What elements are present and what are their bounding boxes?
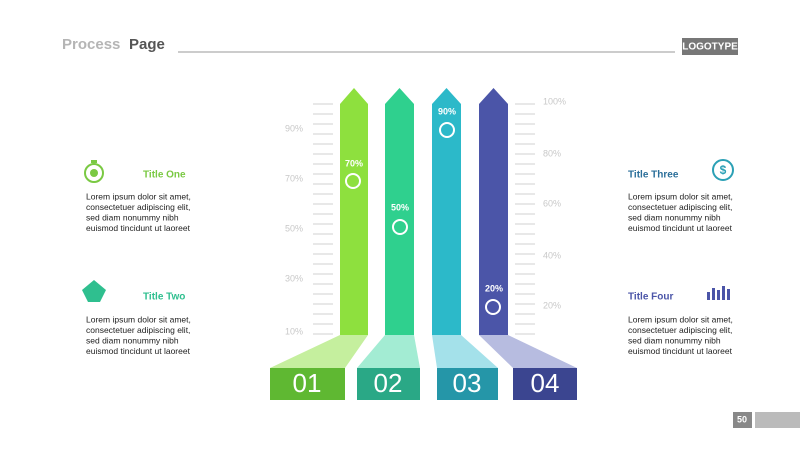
number-box: [357, 368, 420, 400]
header-title-light: Process: [62, 36, 120, 53]
block-text: Lorem ipsum dolor sit amet,: [628, 191, 733, 201]
number-box: [270, 368, 345, 400]
stopwatch-icon: [84, 160, 104, 183]
scale-label: 20%: [543, 300, 561, 310]
step-number: 03: [453, 368, 482, 398]
block-text: Lorem ipsum dolor sit amet,: [86, 191, 191, 201]
scale-label: 30%: [285, 273, 303, 283]
step-number: 02: [374, 368, 403, 398]
arrow-base: [432, 335, 498, 368]
block-text: sed diam nonummy nibh: [86, 335, 179, 345]
page-bar: [755, 412, 800, 428]
chart-icon: [707, 286, 730, 300]
scale-ticks: 90% 70% 50% 30% 10% 100% 80% 60% 40% 20%: [285, 96, 566, 336]
scale-label: 10%: [285, 326, 303, 336]
scale-label: 90%: [285, 123, 303, 133]
block-text: Lorem ipsum dolor sit amet,: [628, 314, 733, 324]
svg-text:$: $: [720, 163, 727, 177]
arrow: [479, 88, 508, 335]
block-text: euismod tincidunt ut laoreet: [86, 346, 191, 356]
arrow-label: 90%: [438, 106, 456, 116]
block-text: euismod tincidunt ut laoreet: [86, 223, 191, 233]
arrow: [432, 88, 461, 335]
dollar-icon: $: [712, 159, 734, 181]
arrow-base: [270, 335, 368, 368]
marker: [345, 173, 361, 189]
block-title: Title One: [143, 170, 186, 181]
number-box: [513, 368, 577, 400]
logo: LOGOTYPE: [682, 42, 738, 53]
block-text: euismod tincidunt ut laoreet: [628, 223, 733, 233]
block-text: consectetuer adipiscing elit,: [628, 202, 732, 212]
arrow: [340, 88, 368, 335]
arrow-base: [479, 335, 577, 368]
block-title: Title Two: [143, 292, 185, 303]
arrow-label: 50%: [391, 202, 409, 212]
marker: [392, 219, 408, 235]
block-text: sed diam nonummy nibh: [86, 212, 179, 222]
header-title-bold: Page: [129, 36, 165, 53]
block-text: consectetuer adipiscing elit,: [628, 325, 732, 335]
number-box: [437, 368, 498, 400]
logo-box: [682, 38, 738, 55]
step-number: 04: [531, 368, 560, 398]
scale-label: 100%: [543, 96, 566, 106]
arrow: [385, 88, 414, 335]
block-text: consectetuer adipiscing elit,: [86, 202, 190, 212]
block-text: sed diam nonummy nibh: [628, 212, 721, 222]
arrow-label: 20%: [485, 283, 503, 293]
scale-label: 50%: [285, 223, 303, 233]
block-title: Title Three: [628, 170, 679, 181]
block-text: consectetuer adipiscing elit,: [86, 325, 190, 335]
arrow-label: 70%: [345, 158, 363, 168]
block-title: Title Four: [628, 292, 673, 303]
step-number: 01: [293, 368, 322, 398]
marker: [485, 299, 501, 315]
scale-label: 80%: [543, 148, 561, 158]
scale-label: 40%: [543, 250, 561, 260]
marker: [439, 122, 455, 138]
block-text: sed diam nonummy nibh: [628, 335, 721, 345]
arrow-base: [357, 335, 420, 368]
page-number: 50: [737, 414, 747, 424]
block-text: euismod tincidunt ut laoreet: [628, 346, 733, 356]
scale-label: 60%: [543, 198, 561, 208]
puzzle-icon: [82, 280, 106, 302]
block-text: Lorem ipsum dolor sit amet,: [86, 314, 191, 324]
scale-label: 70%: [285, 173, 303, 183]
page-number-box: [733, 412, 752, 428]
